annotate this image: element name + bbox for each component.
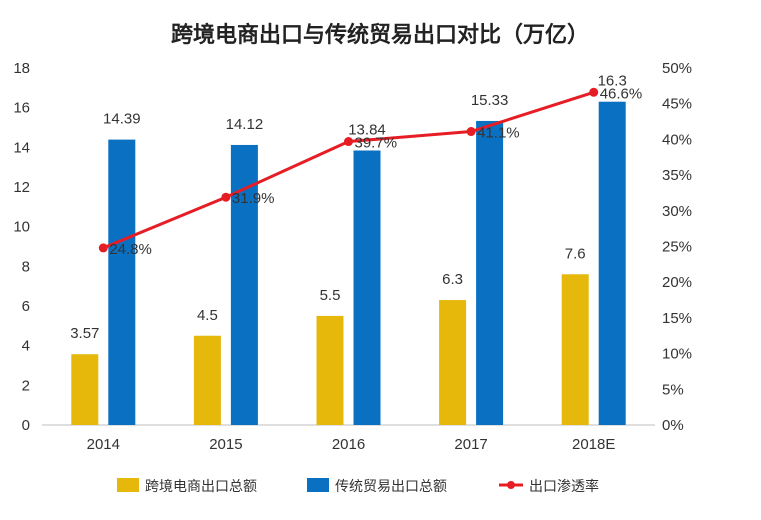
y-left-tick-label: 16 (13, 100, 30, 117)
bar-value-label: 14.39 (103, 111, 141, 128)
bar-traditional (108, 139, 136, 425)
penetration-value-label: 41.1% (477, 125, 520, 142)
penetration-point (221, 192, 231, 202)
y-left-tick-label: 10 (13, 219, 30, 236)
bar-value-label: 16.3 (598, 73, 627, 90)
plot-area: 0 2 4 6 8 10 12 14 16 18 0% 5% 10% 15% 20% 25% 30% 35% 40%… (13, 60, 692, 453)
penetration-value-label: 46.6% (600, 85, 643, 102)
legend-swatch (307, 478, 329, 492)
bar-cross-border (71, 354, 99, 425)
x-tick-label: 2017 (454, 436, 487, 453)
y-right-tick-label: 0% (662, 417, 684, 434)
y-right-tick-label: 35% (662, 167, 692, 184)
penetration-point (466, 127, 476, 137)
bar-value-label: 4.5 (197, 307, 218, 324)
legend-swatch (117, 478, 139, 492)
x-tick-label: 2016 (332, 436, 365, 453)
bar-value-label: 6.3 (442, 271, 463, 288)
bar-value-label: 7.6 (565, 245, 586, 262)
bar-cross-border (561, 274, 589, 425)
penetration-value-label: 39.7% (355, 135, 398, 152)
y-left-tick-label: 0 (22, 417, 30, 434)
bar-traditional (230, 144, 258, 425)
penetration-point (589, 87, 599, 97)
y-right-tick-label: 20% (662, 274, 692, 291)
y-left-tick-label: 4 (22, 338, 30, 355)
bar-value-label: 13.84 (348, 122, 386, 139)
legend-marker (507, 481, 515, 489)
x-tick-label: 2015 (209, 436, 242, 453)
legend-label: 出口渗透率 (529, 478, 599, 495)
y-right-tick-label: 25% (662, 239, 692, 256)
bar-traditional (353, 150, 381, 426)
bar-traditional (476, 120, 504, 425)
x-tick-label: 2014 (87, 436, 120, 453)
y-left-tick-label: 2 (22, 377, 30, 394)
legend: 跨境电商出口总额 传统贸易出口总额 出口渗透率 (117, 478, 599, 495)
y-left-tick-label: 14 (13, 139, 30, 156)
penetration-point (98, 243, 108, 253)
y-left-tick-label: 6 (22, 298, 30, 315)
y-right-tick-label: 45% (662, 96, 692, 113)
penetration-point (344, 137, 353, 147)
bar-traditional (598, 101, 626, 425)
penetration-line (102, 90, 595, 250)
bar-value-label: 5.5 (320, 287, 341, 304)
y-left-tick-label: 8 (22, 258, 30, 275)
chart-title: 跨境电商出口与传统贸易出口对比（万亿） (171, 22, 589, 48)
y-left-tick-label: 12 (13, 179, 30, 196)
legend-label: 传统贸易出口总额 (335, 479, 447, 495)
y-right-tick-label: 15% (662, 310, 692, 327)
y-right-tick-label: 5% (662, 381, 684, 398)
bar-cross-border (316, 315, 344, 425)
y-right-tick-label: 50% (662, 60, 692, 77)
y-right-tick-label: 40% (662, 131, 692, 148)
x-tick-label: 2018E (572, 436, 615, 453)
penetration-value-label: 31.9% (232, 190, 275, 207)
bar-value-label: 15.33 (471, 92, 509, 109)
bar-value-label: 3.57 (70, 325, 99, 342)
penetration-value-label: 24.8% (109, 241, 152, 258)
y-right-tick-label: 30% (662, 203, 692, 220)
legend-label: 跨境电商出口总额 (145, 479, 257, 495)
y-right-tick-label: 10% (662, 346, 692, 363)
bar-cross-border (439, 300, 467, 425)
y-left-tick-label: 18 (13, 60, 30, 77)
bar-value-label: 14.12 (226, 116, 264, 133)
bar-cross-border (193, 335, 221, 425)
